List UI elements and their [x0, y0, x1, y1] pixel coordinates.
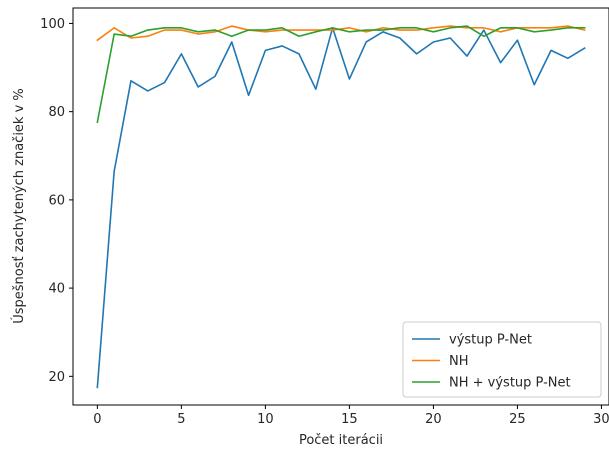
y-tick-label: 40 [48, 282, 65, 297]
x-tick-label: 10 [257, 412, 274, 427]
x-tick-label: 0 [93, 412, 101, 427]
x-tick-label: 15 [341, 412, 358, 427]
legend-label: NH + výstup P-Net [449, 376, 571, 391]
plot-area [72, 7, 609, 406]
y-tick-label: 60 [48, 193, 65, 208]
series-layer [96, 25, 586, 389]
legend-frame [402, 321, 602, 398]
x-tick-label: 20 [425, 412, 442, 427]
y-tick-label: 20 [48, 370, 65, 385]
series-line-1 [96, 27, 586, 389]
legend: výstup P-Net NH NH + výstup P-Net [402, 321, 602, 398]
y-tick-label: 80 [48, 105, 65, 120]
series-line-3 [96, 25, 586, 124]
axes-frame [72, 7, 609, 406]
x-tick-label: 25 [509, 412, 526, 427]
y-tick-label: 100 [40, 17, 65, 32]
x-tick-label: 30 [593, 412, 609, 427]
axis-ticks: 0 5 10 15 20 25 30 20 40 60 80 100 [40, 17, 609, 427]
y-axis-label: Úspešnosť zachytených značiek v % [11, 88, 27, 324]
legend-label: NH [449, 354, 469, 369]
series-line-2 [96, 25, 586, 42]
legend-label: výstup P-Net [449, 333, 532, 348]
x-tick-label: 5 [177, 412, 185, 427]
x-axis-label: Počet iterácii [299, 433, 383, 448]
